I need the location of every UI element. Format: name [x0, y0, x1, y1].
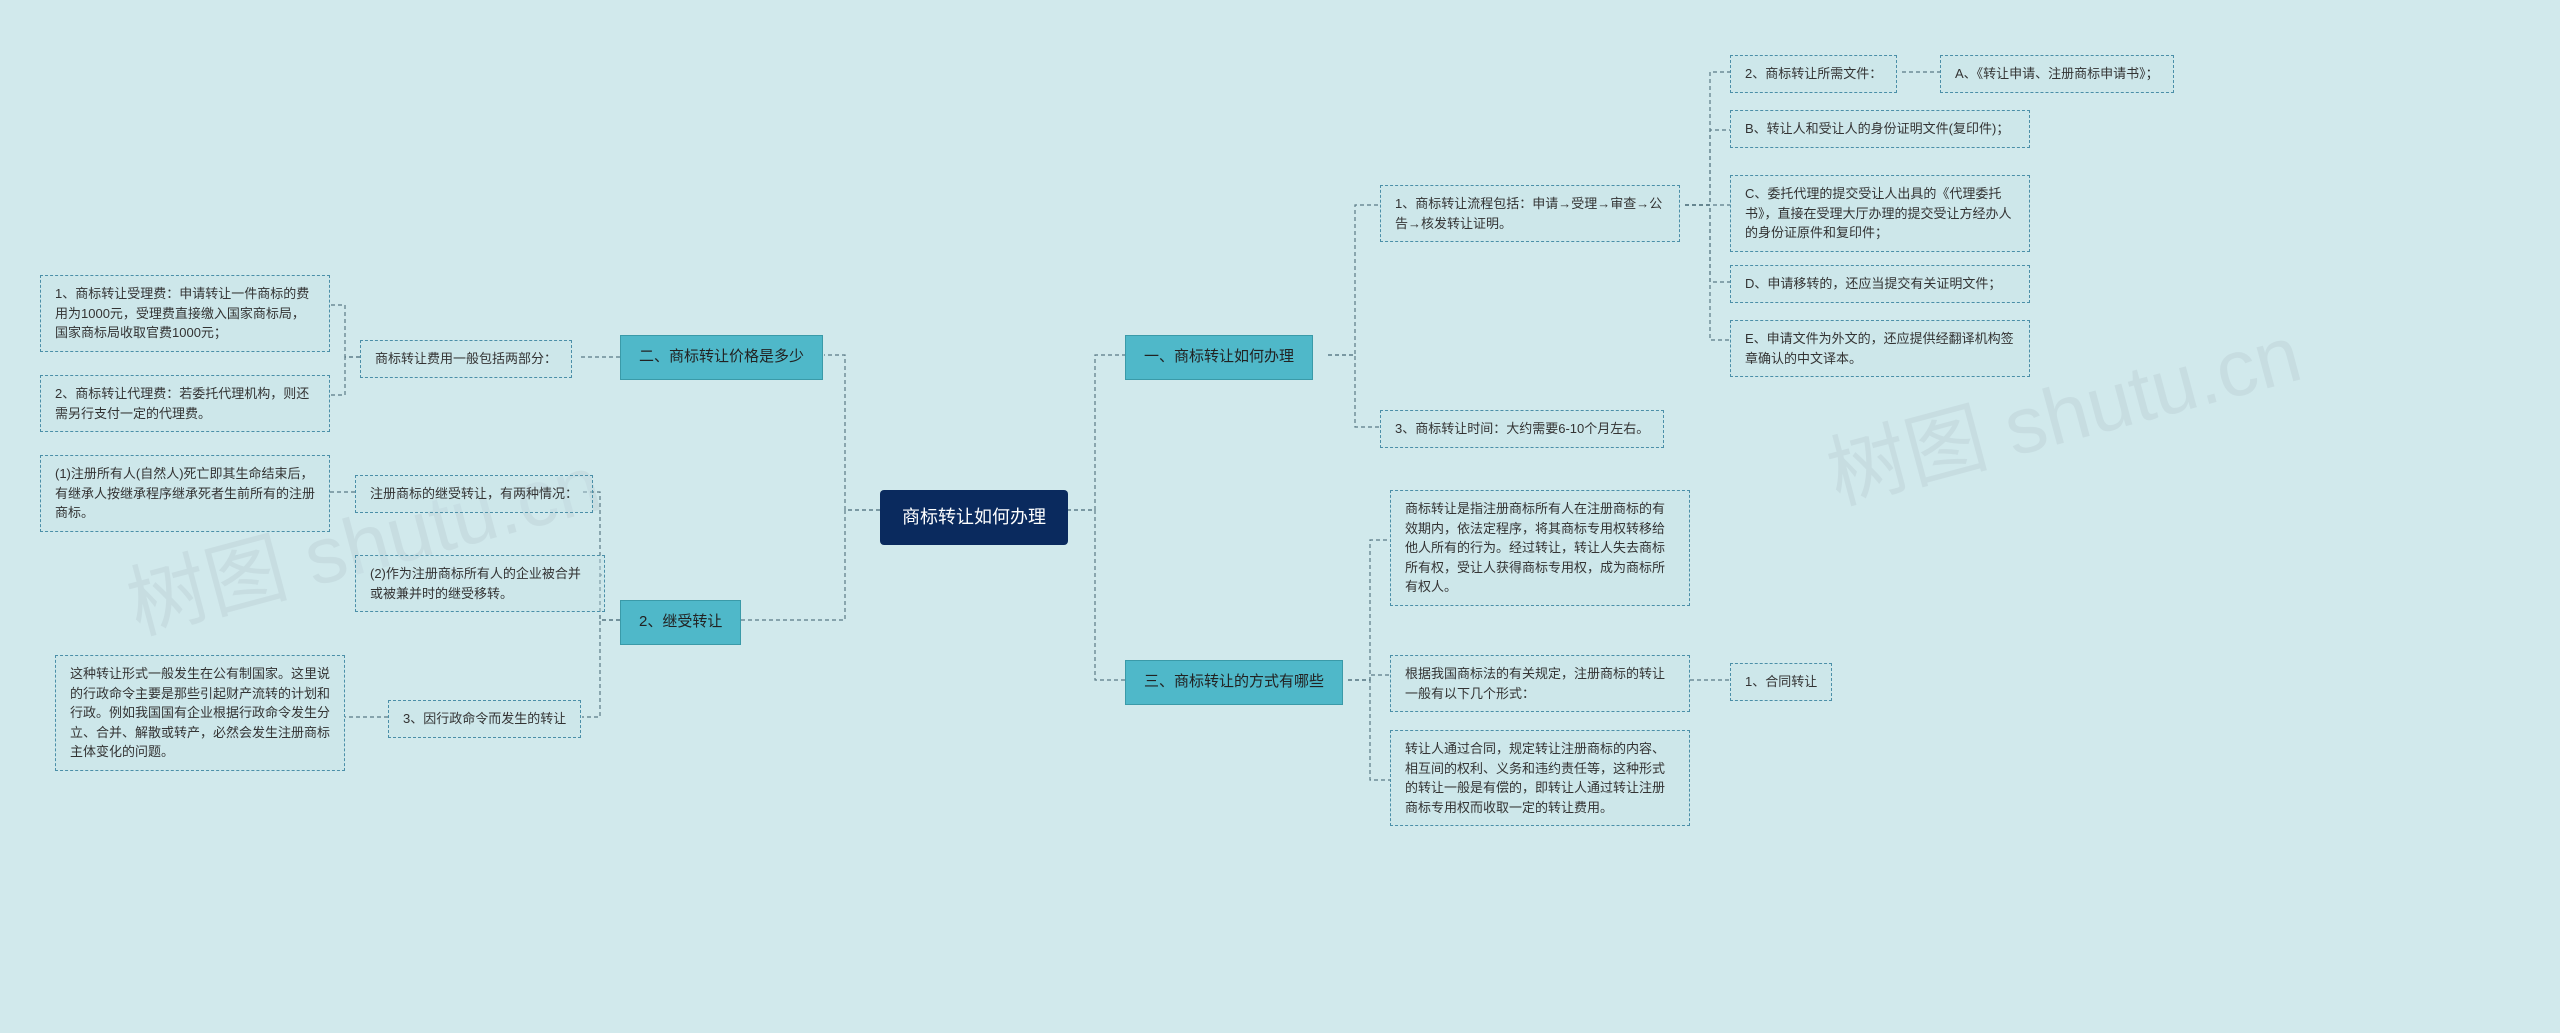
- connectors: [0, 0, 2560, 1033]
- b3-contract: 1、合同转让: [1730, 663, 1832, 701]
- b3-def: 商标转让是指注册商标所有人在注册商标的有效期内，依法定程序，将其商标专用权转移给…: [1390, 490, 1690, 606]
- b2-fee2: 2、商标转让代理费：若委托代理机构，则还需另行支付一定的代理费。: [40, 375, 330, 432]
- b1-doc-a: A、《转让申请、注册商标申请书》；: [1940, 55, 2174, 93]
- branch-inherit: 2、继受转让: [620, 600, 741, 645]
- bi-two-cases: 注册商标的继受转让，有两种情况：: [355, 475, 593, 513]
- b1-time: 3、商标转让时间：大约需要6-10个月左右。: [1380, 410, 1664, 448]
- b1-doc-c: C、委托代理的提交受让人出具的《代理委托书》，直接在受理大厅办理的提交受让方经办…: [1730, 175, 2030, 252]
- b1-doc-d: D、申请移转的，还应当提交有关证明文件；: [1730, 265, 2030, 303]
- b2-parts: 商标转让费用一般包括两部分：: [360, 340, 572, 378]
- b3-contract-desc: 转让人通过合同，规定转让注册商标的内容、相互间的权利、义务和违约责任等，这种形式…: [1390, 730, 1690, 826]
- b1-docs: 2、商标转让所需文件：: [1730, 55, 1897, 93]
- b1-doc-b: B、转让人和受让人的身份证明文件(复印件)；: [1730, 110, 2030, 148]
- b1-flow: 1、商标转让流程包括：申请→受理→审查→公告→核发转让证明。: [1380, 185, 1680, 242]
- bi-admin-desc: 这种转让形式一般发生在公有制国家。这里说的行政命令主要是那些引起财产流转的计划和…: [55, 655, 345, 771]
- bi-case2: (2)作为注册商标所有人的企业被合并或被兼并时的继受移转。: [355, 555, 605, 612]
- bi-case1: (1)注册所有人(自然人)死亡即其生命结束后，有继承人按继承程序继承死者生前所有…: [40, 455, 330, 532]
- branch-2: 二、商标转让价格是多少: [620, 335, 823, 380]
- b3-forms: 根据我国商标法的有关规定，注册商标的转让一般有以下几个形式：: [1390, 655, 1690, 712]
- branch-3: 三、商标转让的方式有哪些: [1125, 660, 1343, 705]
- branch-1: 一、商标转让如何办理: [1125, 335, 1313, 380]
- root-node: 商标转让如何办理: [880, 490, 1068, 545]
- bi-admin: 3、因行政命令而发生的转让: [388, 700, 581, 738]
- b2-fee1: 1、商标转让受理费：申请转让一件商标的费用为1000元，受理费直接缴入国家商标局…: [40, 275, 330, 352]
- b1-doc-e: E、申请文件为外文的，还应提供经翻译机构签章确认的中文译本。: [1730, 320, 2030, 377]
